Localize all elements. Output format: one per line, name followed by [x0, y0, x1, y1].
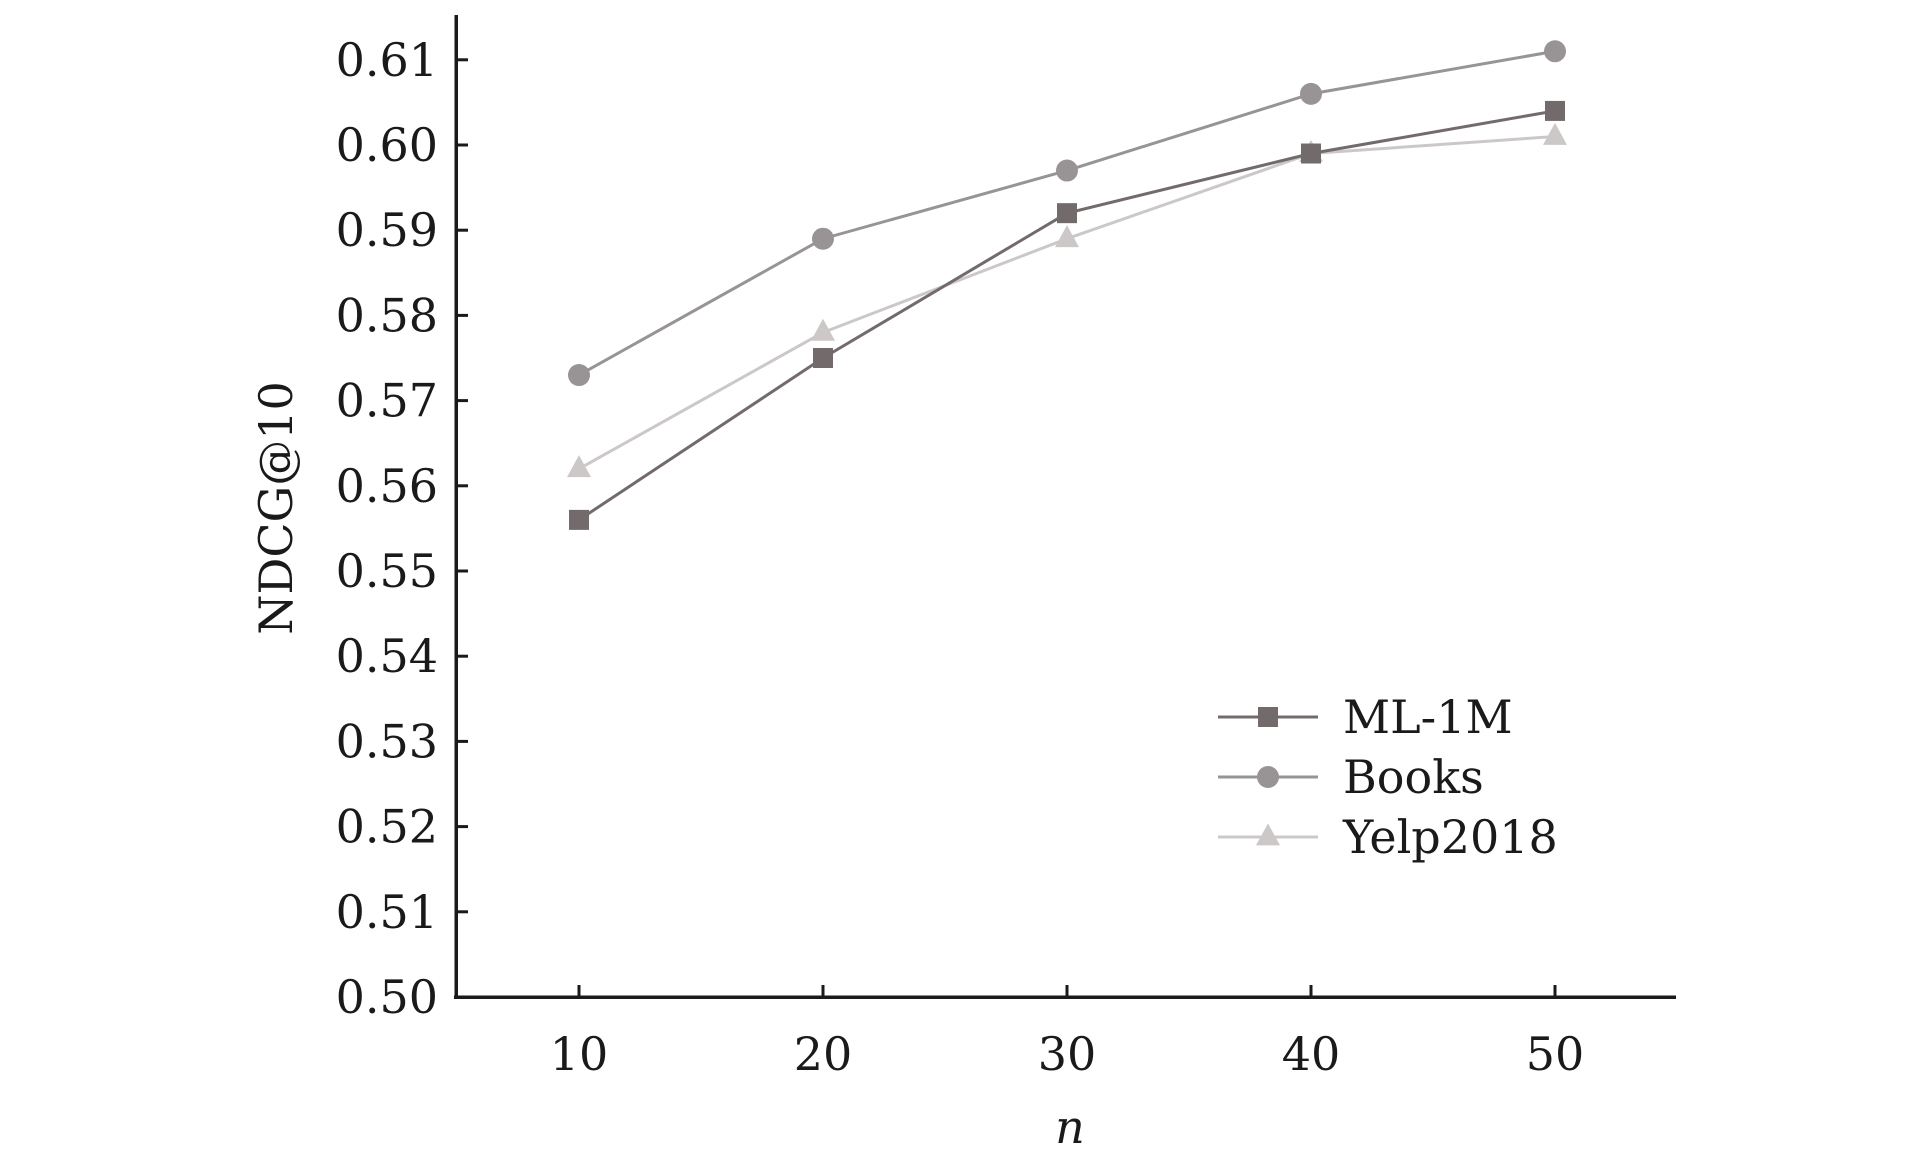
x-ticks: 10 20 30 40 50 — [550, 985, 1585, 1081]
data-point-triangle — [567, 455, 591, 478]
data-point-square — [1545, 100, 1565, 121]
data-point-square — [569, 509, 589, 530]
legend: ML-1M Books Yelp2018 — [1218, 690, 1558, 864]
data-point-square — [1057, 203, 1077, 224]
y-tick-label: 0.54 — [336, 629, 438, 683]
y-tick-label: 0.52 — [336, 800, 438, 854]
x-tick-label: 40 — [1282, 1027, 1341, 1081]
data-point-triangle — [1543, 122, 1567, 145]
legend-item: ML-1M — [1218, 690, 1513, 744]
legend-marker-square — [1258, 707, 1278, 727]
y-tick-label: 0.56 — [336, 459, 438, 513]
x-tick-label: 50 — [1526, 1027, 1585, 1081]
x-tick-label: 30 — [1038, 1027, 1097, 1081]
data-point-circle — [1300, 82, 1322, 105]
data-point-circle — [568, 364, 590, 387]
data-point-square — [813, 348, 833, 368]
y-axis-title: NDCG@10 — [249, 381, 303, 635]
y-tick-label: 0.61 — [336, 33, 438, 87]
series-layer — [567, 40, 1567, 530]
data-point-circle — [1544, 40, 1566, 63]
legend-label: Books — [1343, 750, 1484, 804]
y-tick-label: 0.51 — [336, 885, 438, 939]
y-tick-label: 0.50 — [336, 970, 438, 1024]
series-ml-1m — [569, 100, 1565, 530]
x-tick-label: 10 — [550, 1027, 609, 1081]
data-point-square — [1301, 143, 1321, 164]
legend-label: Yelp2018 — [1342, 810, 1558, 864]
y-tick-label: 0.58 — [336, 288, 438, 342]
legend-item: Books — [1218, 750, 1484, 804]
data-point-triangle — [811, 318, 835, 341]
y-tick-label: 0.57 — [336, 374, 438, 428]
axes — [454, 15, 1676, 999]
series-line — [578, 134, 1556, 471]
legend-item: Yelp2018 — [1218, 810, 1558, 864]
y-tick-label: 0.60 — [336, 118, 438, 172]
x-axis-title: n — [1055, 1100, 1085, 1154]
x-tick-label: 20 — [794, 1027, 853, 1081]
y-tick-label: 0.55 — [336, 544, 438, 598]
legend-marker-circle — [1257, 766, 1279, 788]
y-ticks: 0.50 0.51 0.52 0.53 0.54 0.55 0.56 0.57 0.58 0.59… — [336, 33, 468, 1024]
legend-label: ML-1M — [1343, 690, 1513, 744]
series-books — [568, 40, 1566, 387]
data-point-circle — [1056, 159, 1078, 182]
data-point-circle — [812, 227, 834, 250]
y-tick-label: 0.53 — [336, 714, 438, 768]
legend-marker-triangle — [1256, 823, 1280, 846]
y-tick-label: 0.59 — [336, 203, 438, 257]
data-point-triangle — [1055, 225, 1079, 248]
